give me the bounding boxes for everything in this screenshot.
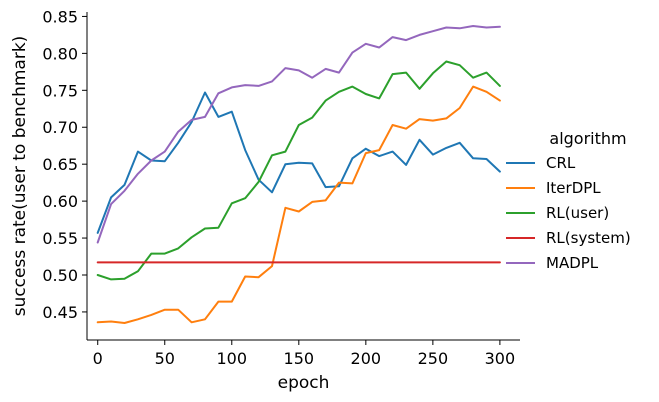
series-lines	[96, 25, 501, 324]
y-tick-label: 0.65	[42, 155, 78, 174]
x-tick-label: 100	[217, 349, 248, 368]
y-tick-label: 0.55	[42, 229, 78, 248]
series-line-madpl	[96, 25, 501, 244]
legend: algorithm CRL IterDPL RL(user) RL(system) MA…	[506, 129, 631, 272]
series-line-crl	[96, 91, 501, 234]
legend-label-crl: CRL	[546, 154, 576, 172]
series-line-iterdpl	[96, 85, 501, 324]
legend-label-rl-user: RL(user)	[546, 204, 609, 222]
legend-label-iterdpl: IterDPL	[546, 179, 601, 197]
y-tick-label: 0.50	[42, 266, 78, 285]
x-axis-ticks: 0 50 100 150 200 250 300	[93, 340, 516, 368]
x-tick-label: 300	[485, 349, 516, 368]
series-line-rl-user	[96, 60, 501, 281]
y-tick-label: 0.85	[42, 7, 78, 26]
y-tick-label: 0.70	[42, 118, 78, 137]
y-tick-label: 0.75	[42, 81, 78, 100]
x-tick-label: 200	[351, 349, 382, 368]
legend-title: algorithm	[549, 129, 626, 148]
y-axis-ticks: 0.45 0.50 0.55 0.60 0.65 0.70 0.75 0.80 0.85	[42, 7, 87, 322]
x-tick-label: 50	[155, 349, 175, 368]
y-tick-label: 0.45	[42, 303, 78, 322]
x-axis-title: epoch	[278, 373, 330, 393]
axes	[86, 12, 520, 341]
x-tick-label: 150	[284, 349, 315, 368]
y-axis-title: success rate(user to benchmark)	[10, 36, 30, 317]
legend-label-rl-system: RL(system)	[546, 229, 631, 247]
y-tick-label: 0.60	[42, 192, 78, 211]
x-tick-label: 250	[418, 349, 449, 368]
legend-label-madpl: MADPL	[546, 254, 599, 272]
y-tick-label: 0.80	[42, 44, 78, 63]
x-tick-label: 0	[93, 349, 103, 368]
